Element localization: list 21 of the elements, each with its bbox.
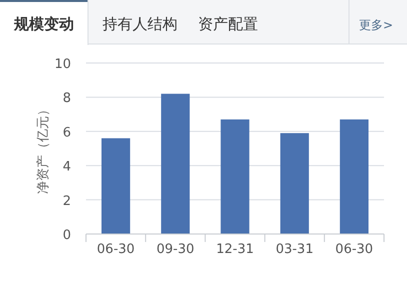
x-tick-label: 06-30 [96,242,135,257]
y-tick-label: 10 [54,57,71,72]
text: 持有人结构 [102,15,178,33]
text: 更多> [358,18,394,32]
bar [161,94,190,234]
y-tick-label: 0 [62,228,71,243]
y-tick-label: 2 [62,194,71,209]
bar [101,138,130,234]
y-tick-label: 8 [62,91,71,106]
chart-title: 规模变动 [13,15,74,33]
x-tick-label: 09-30 [156,242,194,257]
bar [280,133,309,234]
bar [220,119,250,234]
y-axis-title: 净资产（亿元） [36,103,51,194]
x-tick-label: 03-31 [276,242,314,257]
text: 资产配置 [198,15,258,33]
bar [340,119,369,234]
y-tick-label: 6 [62,125,71,140]
x-tick-label: 06-30 [335,242,374,257]
y-tick-label: 4 [62,160,71,175]
x-tick-label: 12-31 [216,242,254,257]
